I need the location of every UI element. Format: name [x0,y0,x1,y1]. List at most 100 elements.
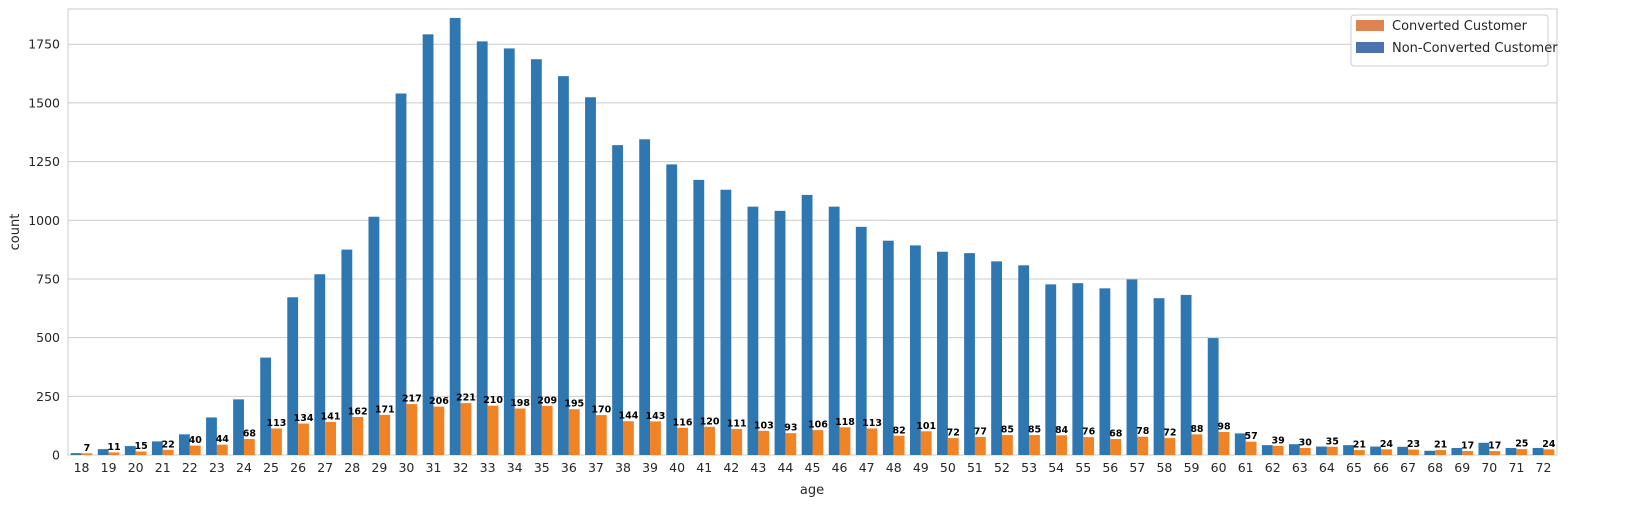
data-label-converted: 22 [162,439,175,450]
data-label-converted: 118 [835,417,855,428]
x-tick-label: 19 [101,460,117,475]
data-labels: 7 11 15 22 40 44 68 113 134 141 162 171 217 206 221 210… [84,393,1556,454]
bar-converted [1002,435,1013,455]
x-tick-label: 63 [1292,460,1308,475]
bar-non-converted [1451,447,1463,455]
data-label-converted: 170 [591,405,611,416]
x-tick-label: 23 [209,460,225,475]
bar-converted [433,406,445,455]
y-tick-label: 750 [36,271,60,286]
bar-converted [1164,438,1176,455]
bar-non-converted [476,41,488,456]
data-label-converted: 221 [456,393,476,404]
x-tick-label: 35 [534,460,550,475]
data-label-converted: 85 [1028,425,1041,436]
data-label-converted: 106 [808,420,828,431]
x-tick-label: 49 [913,460,929,475]
data-label-converted: 68 [1109,429,1123,440]
bar-non-converted [828,206,840,455]
bar-converted [1110,439,1122,455]
data-label-converted: 134 [294,413,314,424]
bar-non-converted [422,34,434,456]
bar-converted [622,421,634,455]
y-tick-labels: 0 250 500 750 1000 1250 1500 1750 [28,37,60,463]
bar-non-converted [693,179,705,455]
x-tick-label: 56 [1102,460,1118,475]
bar-converted [189,445,201,455]
legend-box [1350,14,1549,67]
bar-converted [568,409,580,455]
x-tick-label: 47 [859,460,875,475]
bar-non-converted [287,297,299,455]
x-tick-label: 21 [155,460,171,475]
bar-non-converted [1478,442,1490,455]
bar-non-converted [558,76,569,455]
data-label-converted: 143 [646,411,666,422]
bar-non-converted [909,245,921,455]
legend-swatch-non-converted [1356,42,1384,53]
bar-converted [514,408,526,455]
x-tick-label: 60 [1211,460,1227,475]
x-tick-label: 46 [832,460,848,475]
data-label-converted: 217 [402,394,422,405]
x-tick-label: 57 [1129,460,1145,475]
bar-non-converted [1153,298,1165,455]
bar-converted [1218,431,1230,455]
x-tick-label: 54 [1048,460,1064,475]
legend-label-converted: Converted Customer [1392,19,1528,34]
bar-converted [974,436,986,455]
bar-converted [298,423,309,455]
x-tick-label: 59 [1184,460,1200,475]
bar-non-converted [1424,450,1436,455]
bar-non-converted [1343,445,1354,455]
bar-converted [135,451,147,455]
x-tick-label: 72 [1536,460,1552,475]
bar-non-converted [1126,279,1138,455]
bar-converted [1299,447,1311,455]
x-tick-label: 32 [453,460,469,475]
data-label-converted: 93 [784,423,797,434]
bar-converted [325,421,337,455]
x-tick-label: 69 [1454,460,1470,475]
bar-converted [352,416,364,455]
data-label-converted: 162 [348,406,368,417]
bar-converted [460,403,472,455]
bar-converted [1272,445,1284,455]
x-tick-label: 52 [994,460,1010,475]
x-tick-label: 43 [750,460,766,475]
bar-non-converted [1099,288,1111,455]
bar-converted [216,444,228,455]
x-tick-label: 36 [561,460,577,475]
bar-converted [866,428,878,455]
bar-converted [379,414,391,455]
bar-non-converted [1018,265,1030,455]
bar-non-converted [530,59,542,456]
bar-non-converted [368,216,380,455]
bar-non-converted [314,274,326,455]
y-tick-label: 250 [36,389,60,404]
data-label-converted: 39 [1272,435,1285,446]
data-label-converted: 76 [1082,427,1096,438]
bar-non-converted [1207,338,1219,455]
data-label-converted: 57 [1244,431,1257,442]
bar-converted [271,428,282,455]
bar-converted [893,435,905,455]
bar-non-converted [747,206,759,455]
bar-non-converted [639,139,651,456]
data-label-converted: 141 [321,411,341,422]
data-label-converted: 25 [1515,439,1528,450]
x-tick-label: 20 [128,460,144,475]
bar-converted [947,438,959,455]
bar-converted [677,427,688,455]
bar-converted [1435,450,1447,455]
bar-converted [839,427,851,455]
data-label-converted: 40 [189,435,203,446]
bar-converted [812,430,824,455]
bar-converted [1029,435,1040,455]
bar-non-converted [612,145,623,455]
bar-converted [1191,434,1203,455]
data-label-converted: 24 [1542,439,1556,450]
bar-non-converted [855,226,867,455]
data-label-converted: 44 [216,434,230,445]
